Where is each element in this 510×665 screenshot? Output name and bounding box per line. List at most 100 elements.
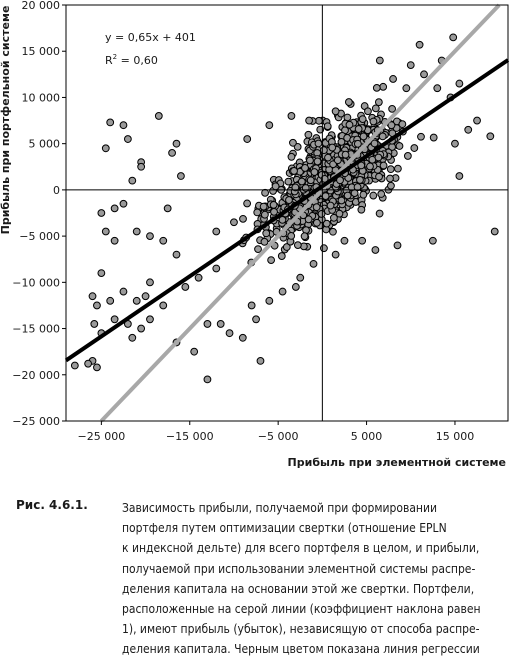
y-tick-labels: −25 000 −20 000 −15 000 −10 000 −5 000 0 5 000… (12, 0, 66, 428)
r-squared-value: = 0,60 (117, 54, 158, 67)
data-point (387, 181, 395, 190)
x-tick-label: −15 000 (166, 430, 214, 443)
caption-line: деления капитала на основании этой же св… (122, 581, 475, 596)
data-point (106, 296, 115, 305)
data-point (304, 130, 313, 139)
y-tick-label: 5 000 (29, 138, 61, 151)
data-point (486, 132, 495, 141)
data-point (357, 205, 366, 214)
data-point (304, 215, 313, 224)
data-point (265, 296, 274, 305)
data-point (354, 125, 363, 133)
data-point (359, 190, 368, 199)
data-point (455, 172, 464, 180)
data-point (337, 196, 346, 205)
data-point (312, 218, 321, 227)
data-point (375, 56, 384, 65)
data-point (344, 98, 353, 106)
data-point (270, 207, 278, 216)
x-tick-label: −5 000 (258, 430, 299, 443)
data-point (146, 278, 154, 287)
data-point (395, 142, 404, 150)
data-point (388, 104, 397, 113)
data-point (84, 359, 92, 368)
data-point (375, 172, 383, 181)
data-point (203, 320, 212, 328)
data-point (369, 117, 378, 126)
data-point (243, 135, 252, 143)
data-point (93, 363, 101, 372)
data-point (343, 191, 352, 200)
r-squared: R2 = 0,60 (105, 53, 158, 67)
data-point (329, 213, 338, 222)
data-point (301, 164, 309, 172)
data-point (374, 153, 383, 162)
data-point (321, 192, 330, 201)
data-point (386, 165, 395, 174)
x-tick-label: 5 000 (351, 430, 383, 443)
data-point (449, 33, 458, 42)
caption-line: к индексной дельте) для всего портфеля в… (122, 541, 480, 556)
data-point (262, 229, 271, 238)
data-point (312, 203, 321, 212)
data-point (287, 152, 296, 161)
data-point (340, 236, 349, 245)
data-point (289, 138, 297, 147)
data-point (172, 250, 181, 259)
data-point (284, 177, 293, 186)
caption-line: 1), имеют прибыль (убыток), независящую … (122, 622, 480, 637)
data-point (371, 104, 380, 113)
data-point (451, 139, 459, 148)
data-point (287, 112, 296, 120)
data-point (306, 176, 315, 185)
data-point (225, 329, 234, 338)
data-point (88, 292, 97, 301)
data-point (212, 264, 221, 273)
data-point (341, 150, 350, 159)
data-point (320, 146, 328, 155)
data-point (473, 116, 481, 125)
data-point (110, 204, 119, 213)
regression-annotation: y = 0,65x + 401 R2 = 0,60 (105, 31, 196, 67)
data-point (159, 301, 168, 310)
data-point (137, 324, 146, 333)
data-point (379, 161, 388, 170)
data-point (203, 375, 212, 384)
data-point (90, 320, 99, 328)
data-point (141, 292, 150, 301)
data-point (433, 84, 442, 93)
r-squared-symbol: R (105, 54, 113, 67)
data-point (110, 236, 119, 245)
data-point (119, 287, 128, 296)
data-point (464, 125, 473, 134)
regression-line (64, 58, 510, 363)
x-axis-title: Прибыль при элементной системе (288, 456, 506, 469)
y-tick-label: −25 000 (12, 415, 60, 428)
data-point (379, 82, 388, 91)
data-point (119, 199, 128, 208)
data-point (172, 139, 181, 148)
data-point (420, 70, 428, 79)
data-point (455, 79, 464, 88)
data-point (123, 135, 132, 143)
data-point (230, 218, 238, 227)
data-point (137, 162, 146, 171)
data-point (296, 273, 305, 282)
plot-frame (65, 4, 509, 422)
data-point (345, 120, 354, 129)
data-point (358, 115, 367, 124)
data-point (324, 153, 332, 162)
caption-text: Зависимость прибыли, получаемой при форм… (122, 498, 510, 660)
data-point (314, 139, 323, 148)
data-point (259, 202, 268, 211)
y-tick-label: −5 000 (19, 230, 60, 243)
x-tick-label: −25 000 (78, 430, 126, 443)
data-point (253, 208, 262, 217)
data-point (320, 244, 328, 253)
data-point (285, 196, 293, 204)
caption-line: деления капитала. Черным цветом показана… (122, 642, 480, 657)
data-point (168, 149, 176, 157)
data-point (387, 121, 396, 130)
x-tick-labels: −25 000 −15 000 −5 000 5 000 15 000 (78, 421, 474, 443)
data-point (377, 190, 386, 198)
